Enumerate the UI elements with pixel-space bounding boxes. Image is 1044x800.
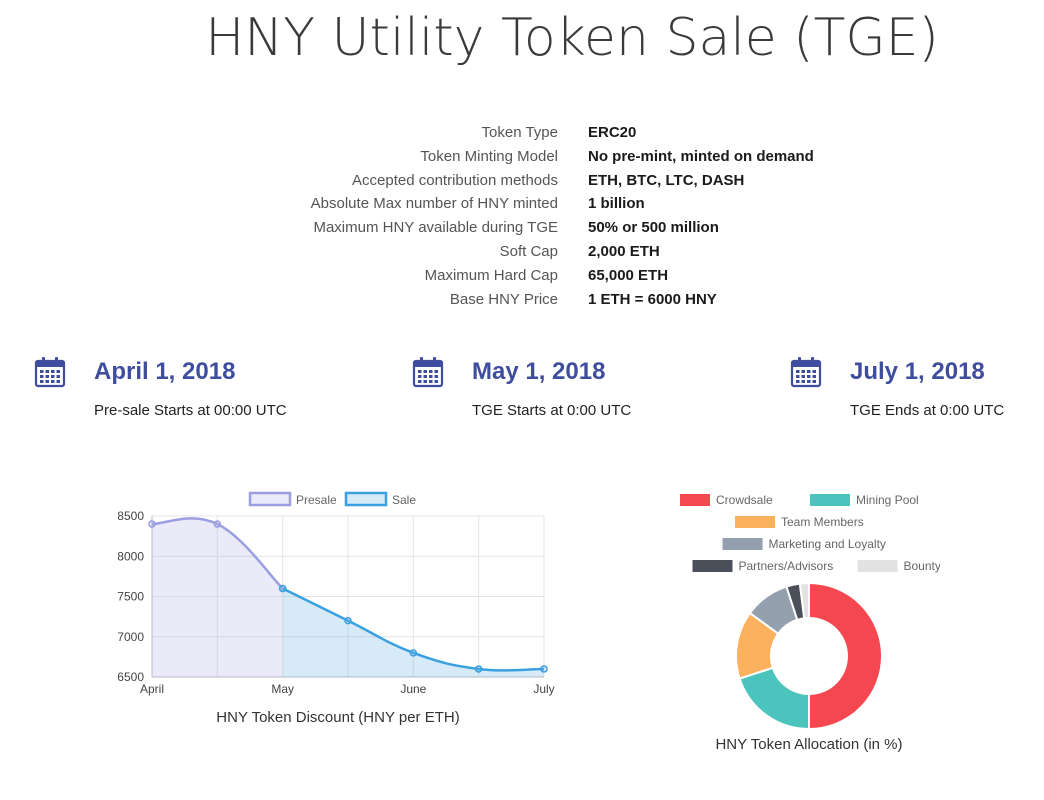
legend-swatch-marketing-and-loyalty	[722, 538, 763, 550]
legend-label-sale: Sale	[392, 493, 416, 507]
y-tick-label: 7500	[117, 590, 144, 604]
x-tick-label: April	[140, 682, 164, 696]
legend-swatch-crowdsale	[670, 494, 710, 506]
legend-label-team-members: Team Members	[781, 515, 864, 529]
legend-swatch-sale	[344, 491, 388, 507]
data-point-sale	[540, 665, 548, 673]
calendar-icon	[34, 357, 66, 388]
spec-row: Base HNY Price 1 ETH = 6000 HNY	[0, 291, 1044, 315]
spec-row: Soft Cap 2,000 ETH	[0, 243, 1044, 267]
data-point-sale	[474, 665, 483, 673]
spec-row: Token Minting Model No pre-mint, minted …	[0, 148, 1044, 172]
data-point-sale	[344, 616, 352, 625]
spec-value: ETH, BTC, LTC, DASH	[588, 171, 745, 189]
calendar-icon	[790, 357, 822, 388]
date-tge-end: July 1, 2018	[850, 358, 985, 385]
spec-label: Base HNY Price	[449, 290, 558, 308]
data-point-presale	[148, 520, 156, 528]
spec-value: 1 ETH = 6000 HNY	[588, 290, 717, 308]
legend-swatch-bounty	[857, 560, 898, 572]
discount-line-chart: Presale Sale 6500 7000 7500 8000 8500 April May J…	[117, 491, 555, 726]
legend-label-partners-advisors: Partners/Advisors	[739, 559, 834, 573]
allocation-doughnut-chart: Crowdsale Mining Pool Team Members Marketin…	[670, 493, 941, 753]
spec-label: Soft Cap	[499, 242, 558, 260]
spec-row: Maximum Hard Cap 65,000 ETH	[0, 267, 1044, 291]
token-spec-table: Token Type ERC20 Token Minting Model No …	[0, 124, 1044, 314]
legend-swatch-team-members	[735, 516, 775, 528]
spec-label: Maximum Hard Cap	[424, 266, 558, 284]
legend-label-mining-pool: Mining Pool	[856, 493, 919, 507]
spec-value: ERC20	[588, 124, 637, 141]
date-tge-start: May 1, 2018	[472, 358, 606, 385]
spec-value: No pre-mint, minted on demand	[588, 147, 814, 165]
spec-label: Absolute Max number of HNY minted	[310, 195, 558, 213]
series-line-sale	[282, 587, 545, 672]
series-area-presale	[152, 518, 283, 677]
date-tge-end-subtitle: TGE Ends at 0:00 UTC	[850, 402, 1005, 419]
series-area-sale	[282, 588, 544, 677]
spec-row: Accepted contribution methods ETH, BTC, …	[0, 172, 1044, 196]
spec-value: 2,000 ETH	[588, 242, 660, 260]
discount-chart: Presale Sale 6500 7000 7500 8000 8500 April May J…	[100, 486, 570, 741]
slice-crowdsale	[808, 581, 883, 731]
y-tick-label: 7000	[117, 630, 144, 644]
data-point-presale	[213, 520, 222, 528]
legend-swatch-mining-pool	[810, 494, 850, 506]
date-presale-subtitle: Pre-sale Starts at 00:00 UTC	[94, 402, 287, 419]
y-tick-label: 6500	[117, 670, 144, 684]
spec-label: Maximum HNY available during TGE	[313, 219, 558, 237]
x-tick-label: May	[271, 682, 294, 696]
y-tick-label: 8000	[117, 549, 144, 563]
legend-label-marketing-and-loyalty: Marketing and Loyalty	[769, 537, 886, 551]
slice-mining-pool	[738, 666, 810, 731]
y-tick-label: 8500	[117, 509, 144, 523]
slice-bounty	[798, 581, 810, 620]
x-tick-label: June	[400, 682, 426, 696]
series-line-presale	[151, 517, 284, 590]
allocation-chart: Crowdsale Mining Pool Team Members Marketin…	[670, 486, 941, 771]
data-point-sale	[409, 649, 418, 657]
spec-label: Token Type	[481, 124, 558, 141]
spec-row: Maximum HNY available during TGE 50% or …	[0, 219, 1044, 243]
legend-label-crowdsale: Crowdsale	[716, 493, 773, 507]
data-point-sale	[278, 584, 287, 593]
spec-value: 1 billion	[588, 195, 645, 213]
spec-label: Token Minting Model	[420, 147, 558, 165]
chart-title-allocation: HNY Token Allocation (in %)	[715, 736, 902, 753]
date-tge-start-subtitle: TGE Starts at 0:00 UTC	[472, 402, 632, 419]
date-presale: April 1, 2018	[94, 358, 236, 385]
spec-value: 50% or 500 million	[588, 219, 719, 237]
legend-swatch-presale	[248, 491, 292, 507]
x-tick-label: July	[533, 682, 554, 696]
page-title: HNY Utility Token Sale (TGE)	[205, 8, 939, 68]
legend-label-presale: Presale	[296, 493, 337, 507]
calendar-icon	[412, 357, 444, 388]
legend-swatch-partners-advisors	[692, 560, 733, 572]
spec-row: Absolute Max number of HNY minted 1 bill…	[0, 195, 1044, 219]
spec-label: Accepted contribution methods	[352, 171, 558, 189]
chart-title-discount: HNY Token Discount (HNY per ETH)	[216, 709, 459, 726]
spec-row: Token Type ERC20	[0, 124, 1044, 148]
legend-label-bounty: Bounty	[904, 559, 941, 573]
spec-value: 65,000 ETH	[588, 266, 669, 284]
